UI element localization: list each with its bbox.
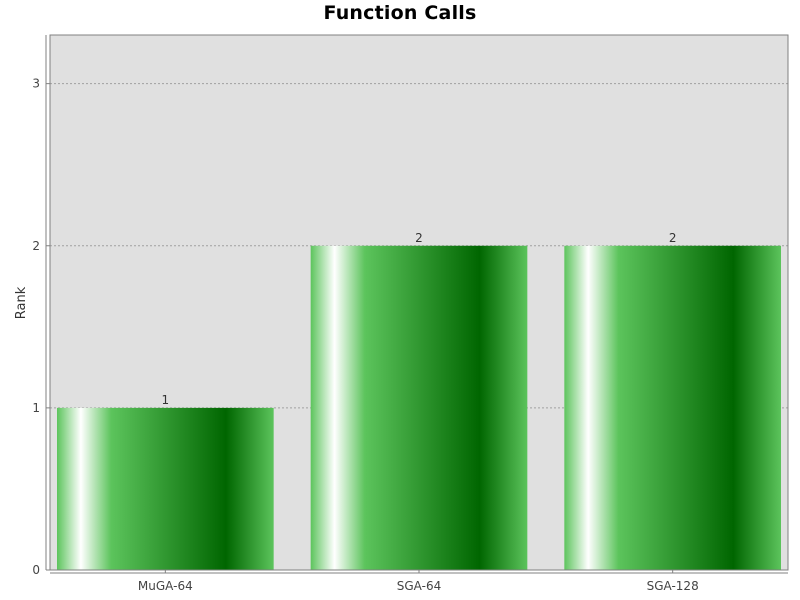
data-label-2: 2 xyxy=(669,231,677,245)
axes: MuGA-64 SGA-64 SGA-128 0 1 2 3 xyxy=(32,34,789,593)
bar-sga-64 xyxy=(310,245,528,570)
y-tick-label-3: 3 xyxy=(32,77,40,91)
y-tick-label-2: 2 xyxy=(32,239,40,253)
bars xyxy=(57,245,781,570)
data-labels: 1 2 2 xyxy=(162,231,677,407)
bar-muga-64 xyxy=(57,407,274,570)
chart-title: Function Calls xyxy=(323,2,477,24)
x-tick-label-0: MuGA-64 xyxy=(138,579,193,593)
data-label-0: 1 xyxy=(162,393,170,407)
x-tick-label-2: SGA-128 xyxy=(647,579,699,593)
y-tick-label-0: 0 xyxy=(32,563,40,577)
y-tick-label-1: 1 xyxy=(32,401,40,415)
bar-sga-128 xyxy=(564,245,781,570)
y-axis-label: Rank xyxy=(14,286,29,319)
plot-frame xyxy=(49,34,789,571)
x-tick-label-1: SGA-64 xyxy=(397,579,441,593)
data-label-1: 2 xyxy=(415,231,423,245)
